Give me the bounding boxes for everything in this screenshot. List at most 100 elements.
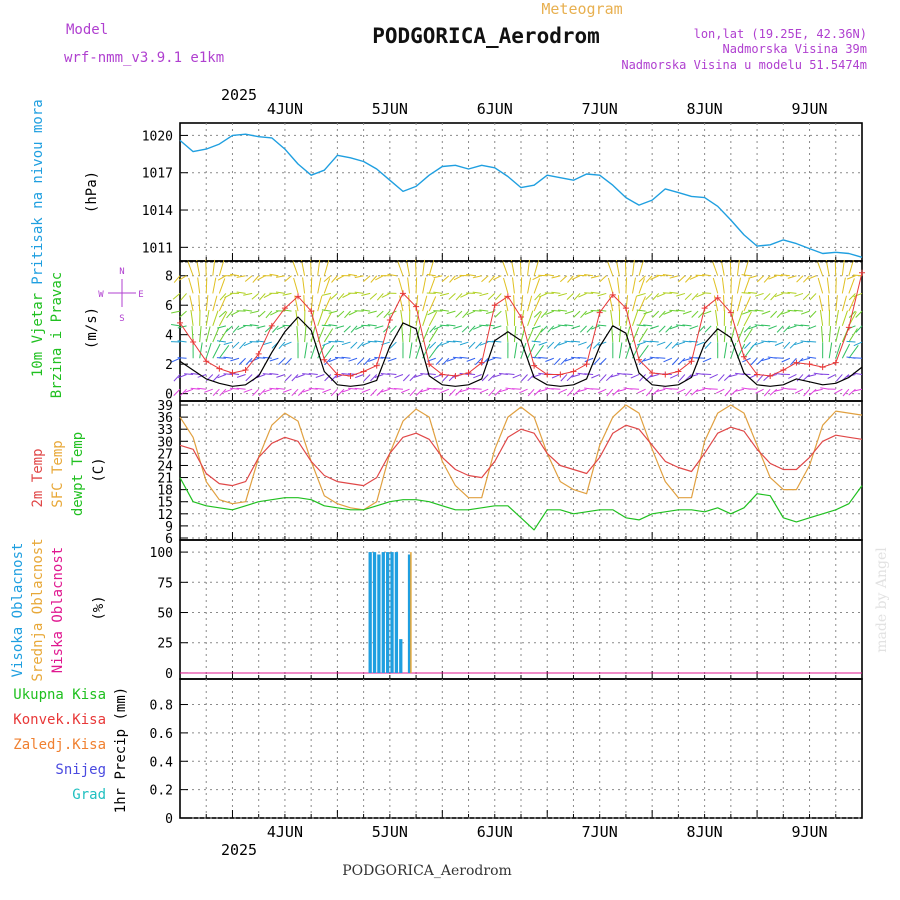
wind-arrow — [768, 275, 777, 280]
wind-arrow — [780, 292, 790, 294]
top-day-label: 7JUN — [582, 100, 618, 118]
pressure-ylabel: Pritisak na nivou mora — [30, 99, 46, 284]
bottom-day-label: 7JUN — [582, 823, 618, 841]
wind-arrow — [216, 357, 226, 359]
wind-arrow — [637, 388, 646, 394]
wind-arrow — [230, 372, 240, 375]
wind-arrow — [675, 309, 685, 312]
gust-marker — [190, 339, 197, 346]
wind-arrow — [689, 275, 699, 280]
wind-arrow — [551, 275, 561, 279]
wind-arrow — [855, 310, 863, 318]
wind-arrow — [709, 374, 718, 379]
wind-barb-field — [170, 259, 863, 397]
lonlat-text: lon,lat (19.25E, 42.36N) — [694, 27, 867, 41]
wind-arrow — [173, 374, 181, 382]
wind-arrow — [296, 374, 305, 379]
wind-arrow — [728, 373, 738, 378]
wind-arrow — [506, 326, 509, 343]
wind-arrow — [649, 340, 659, 343]
wind-arrow — [533, 260, 539, 276]
wind-arrow — [492, 340, 502, 343]
wind-arrow — [770, 293, 778, 301]
wind-arrow — [354, 275, 364, 279]
wind-arrow — [262, 356, 272, 359]
wind-arrow — [494, 388, 502, 396]
wind-arrow — [448, 293, 456, 300]
wind-arrow — [774, 388, 784, 392]
wind-arrow — [593, 341, 601, 349]
wind-arrow — [455, 310, 463, 318]
wind-arrow — [571, 275, 581, 281]
wind-arrow — [230, 387, 240, 390]
wind-arrow — [723, 342, 728, 359]
wind-arrow — [638, 278, 645, 294]
wind-arrow — [343, 325, 351, 333]
wind-arrow — [249, 341, 259, 343]
wind-arrow — [551, 325, 561, 330]
temp-unit: (C) — [91, 457, 107, 482]
wind-arrow — [827, 374, 836, 379]
wind-arrow — [540, 310, 548, 319]
wind-arrow — [698, 325, 705, 333]
y-tick-label: 1011 — [142, 241, 173, 256]
wind-arrow — [606, 388, 614, 397]
wind-arrow — [855, 325, 863, 333]
wind-arrow — [573, 310, 581, 318]
wind-arrow — [223, 341, 233, 345]
wind-arrow — [310, 310, 315, 326]
gust-marker — [439, 371, 446, 378]
wind-arrow — [294, 295, 299, 312]
wind-arrow — [171, 357, 181, 363]
wind-arrow — [678, 374, 686, 382]
wind-arrow — [475, 341, 483, 349]
gust-marker — [386, 316, 393, 323]
wind-arrow — [323, 328, 334, 343]
wind-arrow — [409, 342, 413, 359]
cloud-high-bar — [399, 639, 403, 673]
wind-arrow — [230, 310, 240, 316]
gust-marker — [242, 367, 249, 374]
wind-arrow — [571, 325, 581, 330]
wind-arrow — [439, 292, 449, 297]
wind-arrow — [702, 292, 712, 294]
wind-arrow — [553, 341, 561, 349]
wind-arrow — [370, 374, 378, 382]
wind-arrow — [180, 293, 187, 301]
pressure-unit: (hPa) — [84, 171, 100, 213]
wind-arrow — [205, 259, 207, 276]
wind-arrow — [453, 325, 463, 329]
wind-arrow — [252, 275, 260, 283]
wind-arrow — [638, 260, 644, 276]
wind-arrow — [249, 324, 259, 327]
wind-arrow — [793, 324, 804, 327]
wind-arrow — [662, 292, 672, 294]
wind-arrow — [308, 373, 318, 375]
wind-arrow — [505, 309, 509, 326]
wind-arrow — [748, 275, 758, 279]
gust-marker — [295, 293, 302, 300]
wind-arrow — [756, 357, 764, 365]
wind-arrow — [828, 326, 832, 343]
wind-arrow — [571, 356, 581, 359]
wind-arrow — [315, 374, 325, 378]
wind-arrow — [787, 325, 797, 330]
wind-arrow — [258, 293, 266, 301]
wind-arrow — [212, 327, 220, 343]
gust-marker — [754, 371, 761, 378]
wind-arrow — [321, 324, 331, 327]
model-name: wrf-nmm_v3.9.1 e1km — [64, 50, 224, 66]
wind-arrow — [487, 293, 496, 300]
gust-marker — [662, 371, 669, 378]
wind-arrow — [807, 373, 817, 378]
gust-marker — [465, 370, 472, 376]
wind-arrow — [741, 274, 751, 277]
wind-arrow — [270, 310, 279, 316]
y-tick-label: 25 — [157, 637, 173, 652]
wind-arrow — [695, 274, 705, 277]
wind-arrow — [341, 388, 351, 393]
wind-arrow — [577, 341, 587, 346]
wind-arrow — [682, 324, 692, 327]
wind-arrow — [257, 275, 266, 281]
wind-arrow — [533, 296, 542, 312]
